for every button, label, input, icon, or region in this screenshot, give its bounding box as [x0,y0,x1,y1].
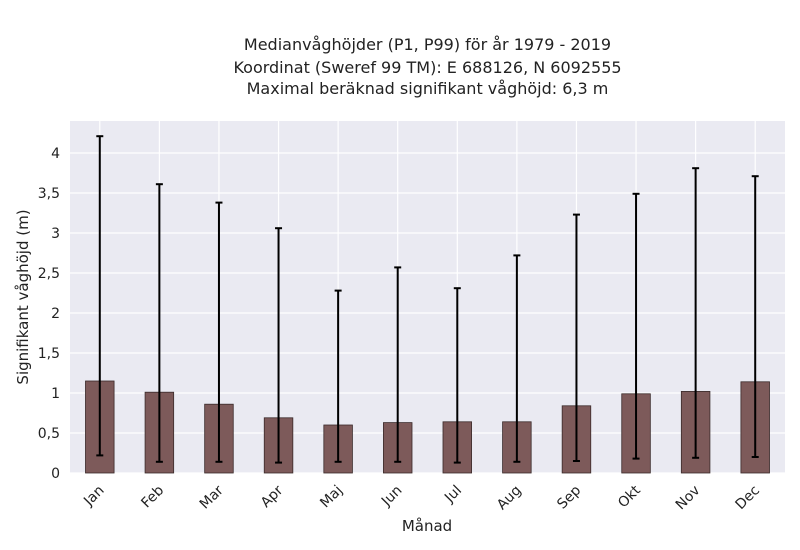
title-line-2: Koordinat (Sweref 99 TM): E 688126, N 60… [233,58,622,77]
x-tick-label-mar: Mar [197,482,227,512]
error-bar-apr [275,227,283,464]
error-bar-dec [751,175,759,458]
x-axis-label: Månad [402,517,452,535]
plot-area [70,121,785,473]
x-tick-label-apr: Apr [258,482,287,511]
x-tick-label-feb: Feb [138,482,167,511]
error-bar-sep [572,213,580,462]
y-tick-label-6: 3 [51,226,60,242]
title-line-1: Medianvåghöjder (P1, P99) för år 1979 - … [243,35,612,54]
x-tick-labels: Jan Feb Mar Apr Maj Jun Jul Aug Sep Okt Nov Dec [80,482,763,513]
error-bars [96,135,759,464]
error-bar-jan [96,135,104,457]
x-tick-label-dec: Dec [733,483,763,513]
y-tick-label-0: 0 [51,466,60,482]
error-bar-okt [632,192,640,460]
y-tick-label-4: 2 [51,306,60,322]
error-bar-mar [215,201,223,463]
x-tick-label-aug: Aug [494,483,525,514]
error-bar-jul [453,287,461,464]
error-bar-maj [334,289,342,463]
x-tick-label-jun: Jun [378,483,405,510]
x-tick-label-jan: Jan [80,483,107,510]
y-tick-label-2: 1 [51,386,60,402]
x-tick-label-maj: Maj [317,483,346,512]
error-bar-feb [155,183,163,463]
title-line-3: Maximal beräknad signifikant våghöjd: 6,… [246,79,609,98]
y-axis-label: Signifikant våghöjd (m) [14,209,32,384]
x-tick-label-okt: Okt [615,482,644,511]
error-bar-nov [692,167,700,459]
y-tick-label-3: 1,5 [38,346,60,362]
error-bar-aug [513,254,521,463]
y-tick-label-7: 3,5 [38,186,60,202]
y-tick-label-8: 4 [51,146,60,162]
x-tick-label-jul: Jul [441,483,465,507]
x-tick-label-nov: Nov [673,483,704,514]
y-tick-label-1: 0,5 [38,426,60,442]
y-tick-label-5: 2,5 [38,266,60,282]
x-tick-label-sep: Sep [554,482,584,512]
error-bar-jun [394,266,402,463]
y-tick-labels: 0 0,5 1 1,5 2 2,5 3 3,5 4 [38,146,60,482]
